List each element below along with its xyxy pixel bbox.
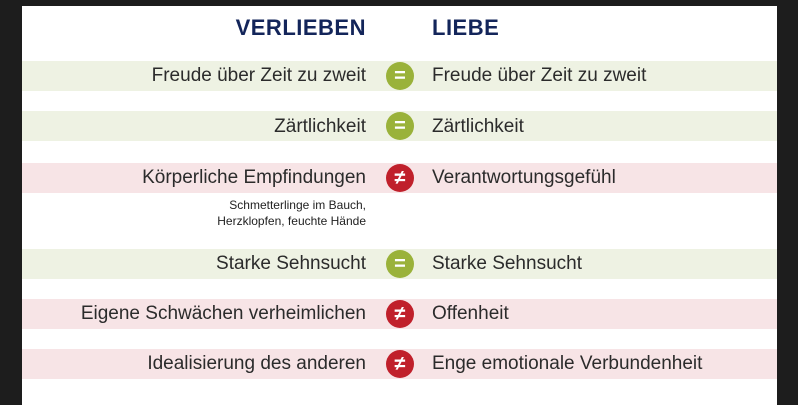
row-3-left: Körperliche Empfindungen <box>142 167 366 188</box>
row-6-left: Idealisierung des anderen <box>147 353 366 374</box>
row-6-right: Enge emotionale Verbundenheit <box>432 353 703 374</box>
equal-icon: = <box>386 62 414 90</box>
row-4-right: Starke Sehnsucht <box>432 253 582 274</box>
row-3-note-line-1: Schmetterlinge im Bauch, <box>229 198 366 212</box>
equal-icon: = <box>386 250 414 278</box>
row-1-left: Freude über Zeit zu zweit <box>151 65 366 86</box>
row-3-note-line-2: Herzklopfen, feuchte Hände <box>217 214 366 228</box>
header-verlieben: VERLIEBEN <box>235 15 366 40</box>
equal-icon: = <box>386 112 414 140</box>
not-equal-icon: ≠ <box>386 350 414 378</box>
not-equal-icon: ≠ <box>386 300 414 328</box>
row-2-right: Zärtlichkeit <box>432 116 524 137</box>
row-3-right: Verantwortungsgefühl <box>432 167 616 188</box>
not-equal-icon: ≠ <box>386 164 414 192</box>
row-4-left: Starke Sehnsucht <box>216 253 366 274</box>
row-5-right: Offenheit <box>432 303 509 324</box>
row-2-left: Zärtlichkeit <box>274 116 366 137</box>
header-liebe: LIEBE <box>432 15 500 40</box>
row-5-left: Eigene Schwächen verheimlichen <box>80 303 366 324</box>
row-1-right: Freude über Zeit zu zweit <box>432 65 647 86</box>
